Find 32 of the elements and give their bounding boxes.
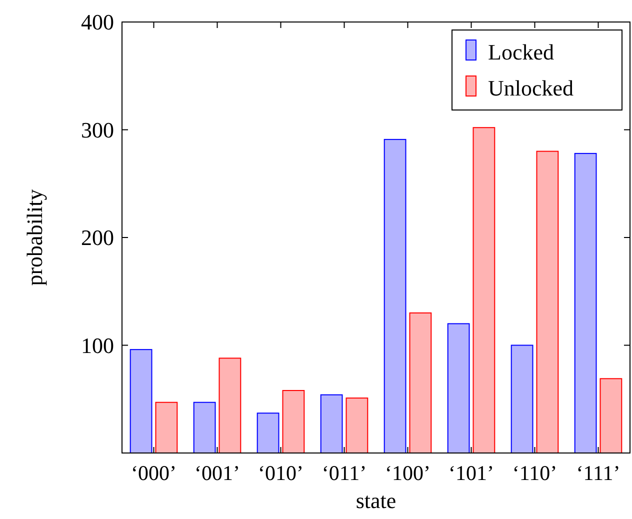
bar [536,150,559,454]
bar [320,394,343,454]
y-axis-title: probability [22,189,47,286]
x-tick-label: ‘011’ [322,461,367,485]
bar [447,323,470,454]
bar [218,358,242,454]
bar [600,378,622,454]
x-tick-label: ‘010’ [258,461,304,485]
x-tick-label: ‘101’ [448,461,494,485]
legend-label: Unlocked [488,76,574,101]
bar [155,402,178,454]
bar [409,312,432,454]
bar [384,138,406,454]
bar [346,398,368,454]
x-tick-label: ‘110’ [512,461,558,485]
bar [256,412,280,454]
bar [193,402,216,454]
x-tick-label: ‘100’ [385,461,430,485]
y-tick-label: 300 [81,117,114,142]
x-tick-label: ‘111’ [576,461,620,485]
x-tick-label: ‘001’ [194,461,240,485]
y-tick-label: 100 [81,332,114,358]
legend-label: Locked [488,40,554,65]
bar [472,127,496,454]
bar [510,344,534,454]
x-axis-title: state [356,488,396,513]
y-tick-label: 400 [81,10,114,35]
y-tick-label: 200 [81,225,114,250]
x-tick-label: ‘000’ [131,461,176,485]
bar [130,349,152,454]
bar [574,152,597,454]
bar [282,390,305,454]
